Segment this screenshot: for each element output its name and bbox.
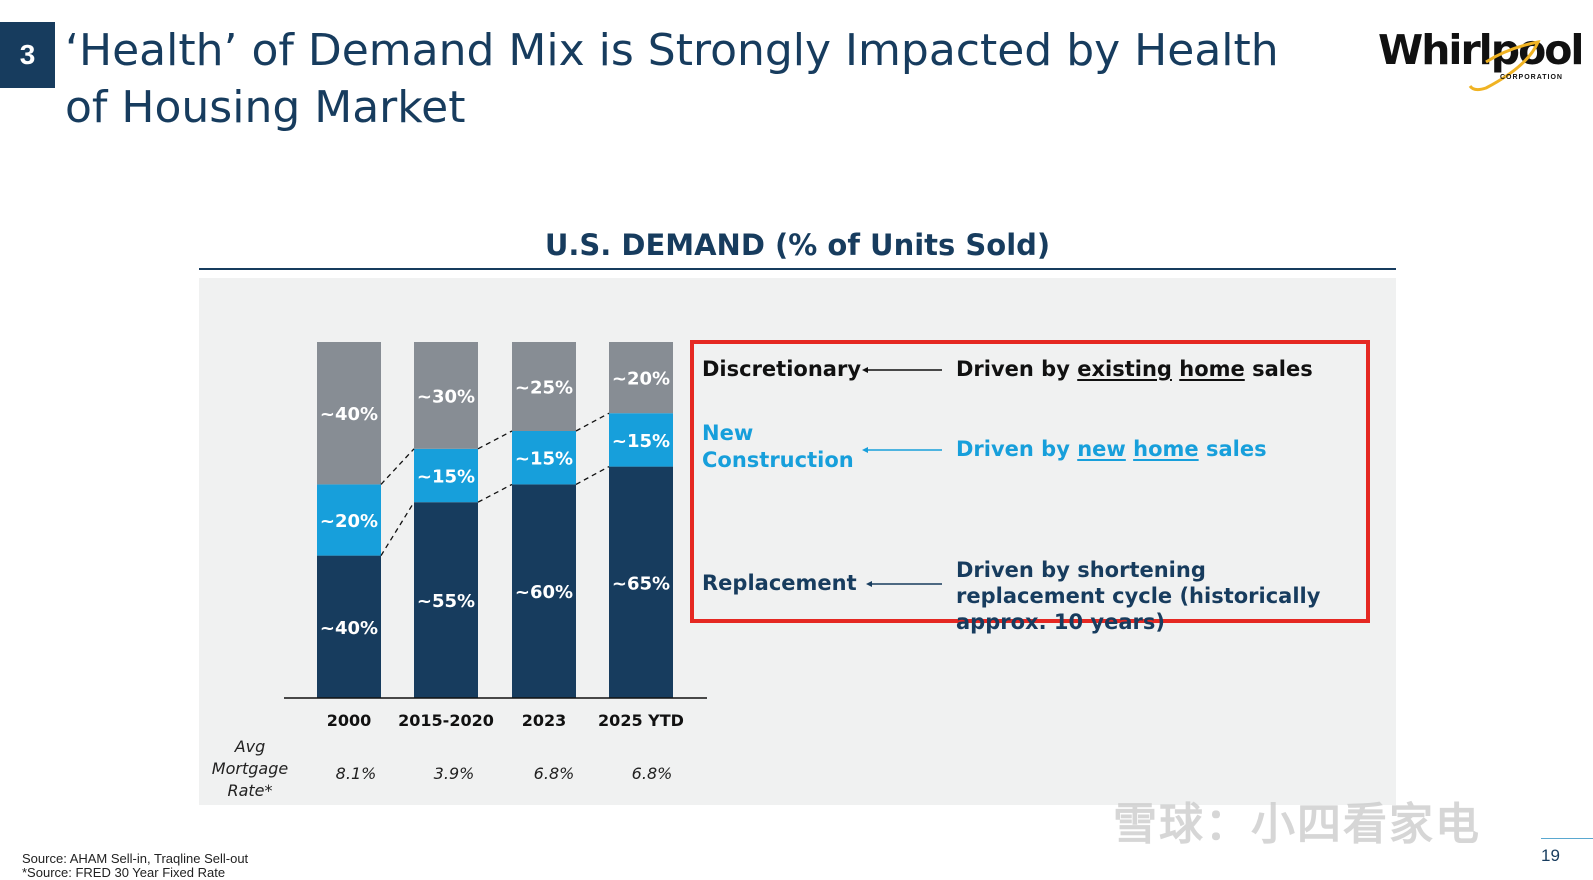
chart-panel [199,278,1396,805]
legend-replacement: Replacement [702,571,857,595]
connector-line [477,483,513,503]
data-label-replacement-0: ~40% [320,618,378,639]
legend-replacement-desc: Driven by shortening replacement cycle (… [956,558,1321,634]
slide-title: ‘Health’ of Demand Mix is Strongly Impac… [65,25,1279,133]
watermark: 雪球：小四看家电 [1113,799,1481,850]
bar-new-construction-3 [609,413,673,467]
data-label-replacement-3: ~65% [612,573,670,594]
x-tick-label-0: 2000 [327,711,372,730]
data-label-discretionary-0: ~40% [320,404,378,425]
page-number: 19 [1541,846,1560,865]
bar-new-construction-0 [317,484,381,556]
section-number: 3 [0,22,55,88]
footnote-source: Source: AHAM Sell-in, Traqline Sell-out [22,851,249,866]
mortgage-rate-2023: 6.8% [533,764,575,783]
segment-explanation-box [690,340,1370,623]
data-label-discretionary-1: ~30% [417,386,475,407]
data-label-discretionary-3: ~20% [612,369,670,390]
arrow-left-icon [866,581,942,587]
legend-discretionary-desc: Driven by existing home sales [956,357,1313,381]
legend-new-construction: New Construction [702,421,854,472]
data-label-replacement-2: ~60% [515,582,573,603]
connector-line [477,430,513,450]
bar-discretionary-2 [512,342,576,431]
bar-discretionary-0 [317,342,381,485]
connector-line [575,412,610,432]
connector-line [380,448,415,485]
x-tick-label-3: 2025 YTD [598,711,684,730]
legend-discretionary: Discretionary [702,357,862,381]
bar-replacement-2 [512,484,576,698]
bar-discretionary-1 [414,342,478,449]
chart-title-rule [199,268,1396,270]
logo-text: Whirlpool [1378,26,1584,74]
bar-replacement-1 [414,502,478,698]
bar-discretionary-3 [609,342,673,414]
connector-line [380,501,415,556]
mortgage-rate-2025-ytd: 6.8% [631,764,673,783]
bar-new-construction-2 [512,431,576,485]
mortgage-rate-2000: 8.1% [335,764,377,783]
arrow-left-icon [862,367,942,373]
mortgage-rate-label: Avg Mortgage Rate* [211,737,289,800]
arrow-left-icon [862,447,942,453]
data-label-discretionary-2: ~25% [515,378,573,399]
bar-replacement-0 [317,555,381,698]
footnote-mortgage-source: *Source: FRED 30 Year Fixed Rate [22,865,226,880]
data-label-new-construction-2: ~15% [515,449,573,470]
stacked-bar-chart: ~40% ~20% ~40% 2000 ~55% ~15% ~30% 2015-2020 ~60… [284,342,707,730]
data-label-new-construction-0: ~20% [320,511,378,532]
connector-line [575,466,610,485]
data-label-replacement-1: ~55% [417,591,475,612]
logo-swoosh-icon [1468,39,1541,92]
bar-replacement-3 [609,466,673,698]
x-tick-label-1: 2015-2020 [398,711,494,730]
chart-title: U.S. DEMAND (% of Units Sold) [544,228,1051,262]
mortgage-rate-2015-2020: 3.9% [433,764,475,783]
legend-new-construction-desc: Driven by new home sales [956,437,1267,461]
page-number-rule [1541,838,1593,839]
x-tick-label-2: 2023 [522,711,567,730]
data-label-new-construction-3: ~15% [612,431,670,452]
whirlpool-logo: Whirlpool CORPORATION [1378,26,1584,94]
data-label-new-construction-1: ~15% [417,467,475,488]
bar-new-construction-1 [414,448,478,503]
logo-subtext: CORPORATION [1500,74,1563,81]
